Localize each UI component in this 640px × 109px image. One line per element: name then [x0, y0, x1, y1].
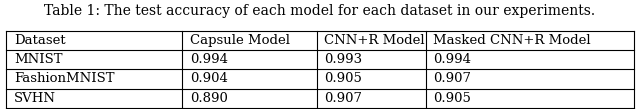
Text: 0.907: 0.907: [433, 72, 471, 85]
Text: 0.994: 0.994: [433, 53, 471, 66]
Text: 0.907: 0.907: [324, 92, 362, 105]
Text: Table 1: The test accuracy of each model for each dataset in our experiments.: Table 1: The test accuracy of each model…: [44, 4, 596, 18]
Text: SVHN: SVHN: [14, 92, 56, 105]
Text: 0.993: 0.993: [324, 53, 363, 66]
Text: 0.994: 0.994: [190, 53, 228, 66]
Text: CNN+R Model: CNN+R Model: [324, 34, 425, 47]
Text: 0.904: 0.904: [190, 72, 228, 85]
Text: 0.890: 0.890: [190, 92, 228, 105]
Text: MNIST: MNIST: [14, 53, 63, 66]
Text: 0.905: 0.905: [433, 92, 471, 105]
Text: Dataset: Dataset: [14, 34, 66, 47]
Text: Capsule Model: Capsule Model: [190, 34, 290, 47]
Text: Masked CNN+R Model: Masked CNN+R Model: [433, 34, 591, 47]
Text: FashionMNIST: FashionMNIST: [14, 72, 115, 85]
Text: 0.905: 0.905: [324, 72, 362, 85]
